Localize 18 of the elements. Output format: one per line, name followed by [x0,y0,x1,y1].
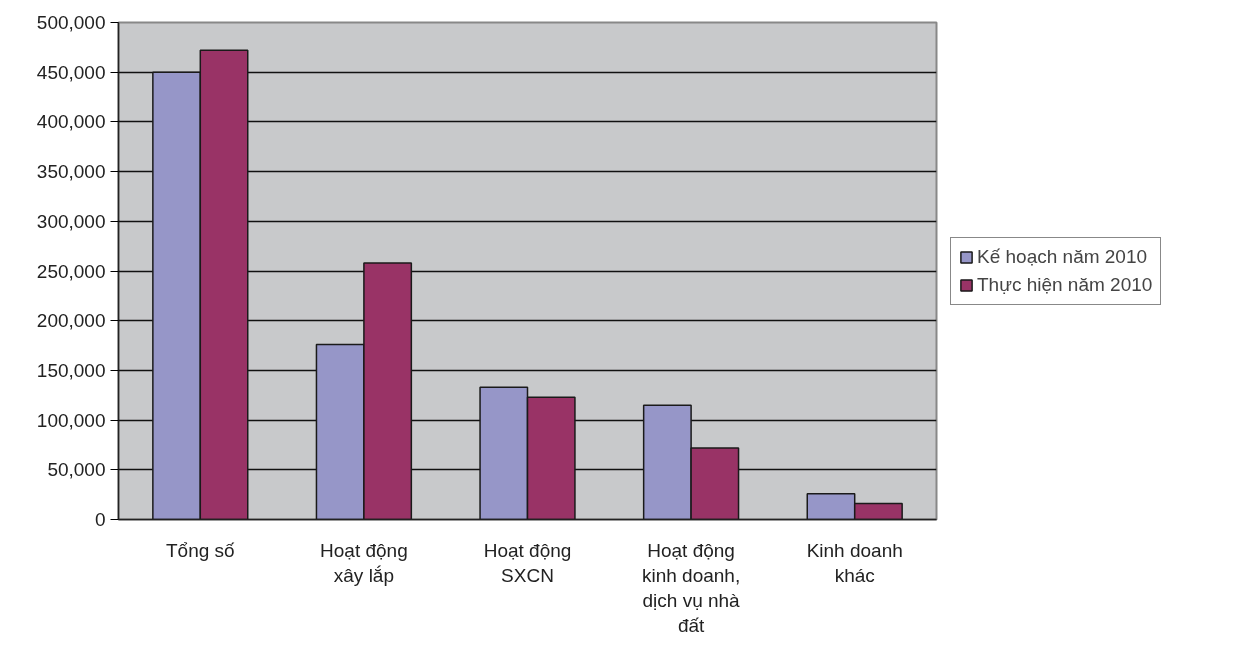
y-tick-label: 400,000 [36,111,106,133]
legend-label: Kế hoạch năm 2010 [977,245,1148,268]
y-tick-label: 0 [94,509,106,530]
y-tick-label: 150,000 [36,359,106,381]
x-tick-label: Hoạt động xây lắp [320,539,408,586]
x-tick-label: Kinh doanh khác [806,539,903,586]
y-tick-label: 450,000 [36,61,106,83]
legend-label: Thực hiện năm 2010 [977,273,1153,296]
y-tick-label: 200,000 [36,310,106,332]
x-tick-label: Tổng số [165,539,236,561]
x-tick-label: Hoạt động kinh doanh, dịch vụ nhà đất [641,539,741,637]
x-tick-label: Hoạt động SXCN [483,539,572,586]
y-tick-label: 300,000 [36,210,106,232]
y-tick-label: 500,000 [36,12,106,33]
y-tick-label: 100,000 [36,409,106,431]
y-tick-label: 350,000 [36,161,106,183]
y-tick-label: 250,000 [36,260,106,282]
y-tick-label: 50,000 [47,459,106,481]
